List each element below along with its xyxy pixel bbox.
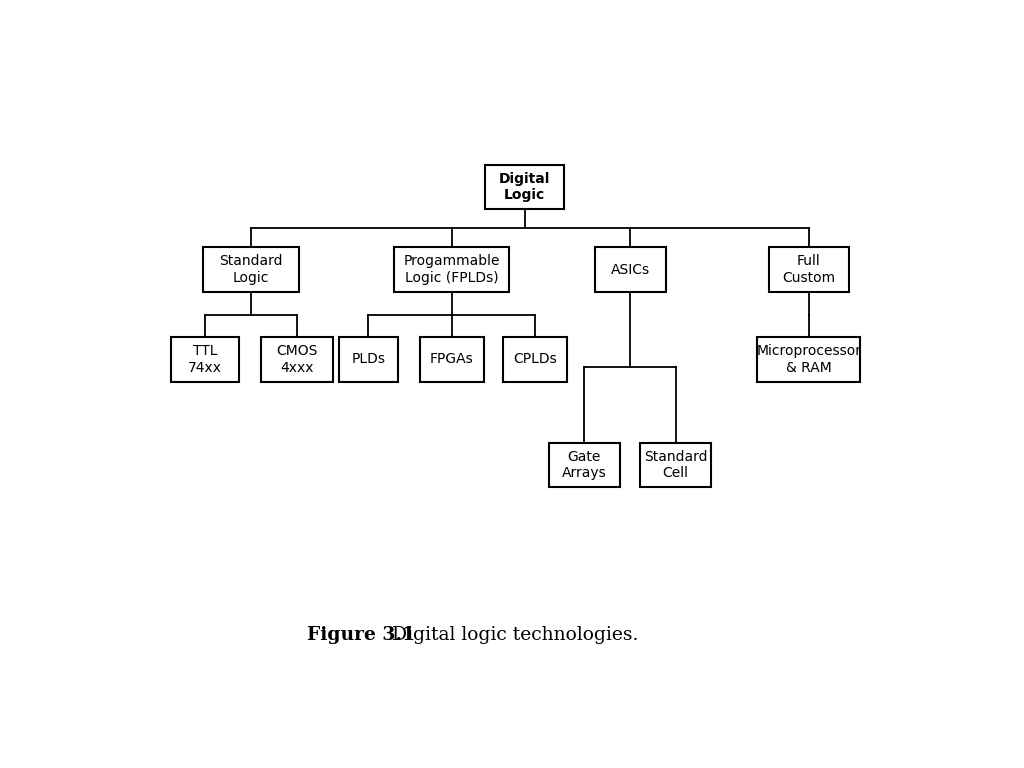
FancyBboxPatch shape: [640, 442, 712, 487]
Text: Figure 3.1: Figure 3.1: [306, 626, 415, 644]
FancyBboxPatch shape: [549, 442, 620, 487]
Text: Full
Custom: Full Custom: [782, 254, 836, 285]
Text: Digital logic technologies.: Digital logic technologies.: [380, 626, 638, 644]
Text: ASICs: ASICs: [610, 263, 650, 276]
Text: Standard
Cell: Standard Cell: [644, 449, 708, 480]
Text: Progammable
Logic (FPLDs): Progammable Logic (FPLDs): [403, 254, 500, 285]
Text: Digital
Logic: Digital Logic: [499, 172, 551, 202]
FancyBboxPatch shape: [504, 337, 567, 382]
Text: Standard
Logic: Standard Logic: [219, 254, 283, 285]
FancyBboxPatch shape: [485, 164, 564, 209]
FancyBboxPatch shape: [171, 337, 239, 382]
Text: FPGAs: FPGAs: [430, 353, 474, 366]
Text: CPLDs: CPLDs: [513, 353, 557, 366]
FancyBboxPatch shape: [420, 337, 483, 382]
FancyBboxPatch shape: [769, 247, 849, 292]
FancyBboxPatch shape: [261, 337, 333, 382]
FancyBboxPatch shape: [394, 247, 509, 292]
FancyBboxPatch shape: [758, 337, 860, 382]
Text: Gate
Arrays: Gate Arrays: [562, 449, 606, 480]
FancyBboxPatch shape: [339, 337, 398, 382]
FancyBboxPatch shape: [595, 247, 666, 292]
Text: Microprocessor
& RAM: Microprocessor & RAM: [757, 344, 861, 375]
Text: PLDs: PLDs: [351, 353, 385, 366]
FancyBboxPatch shape: [204, 247, 299, 292]
Text: TTL
74xx: TTL 74xx: [188, 344, 222, 375]
Text: CMOS
4xxx: CMOS 4xxx: [276, 344, 317, 375]
